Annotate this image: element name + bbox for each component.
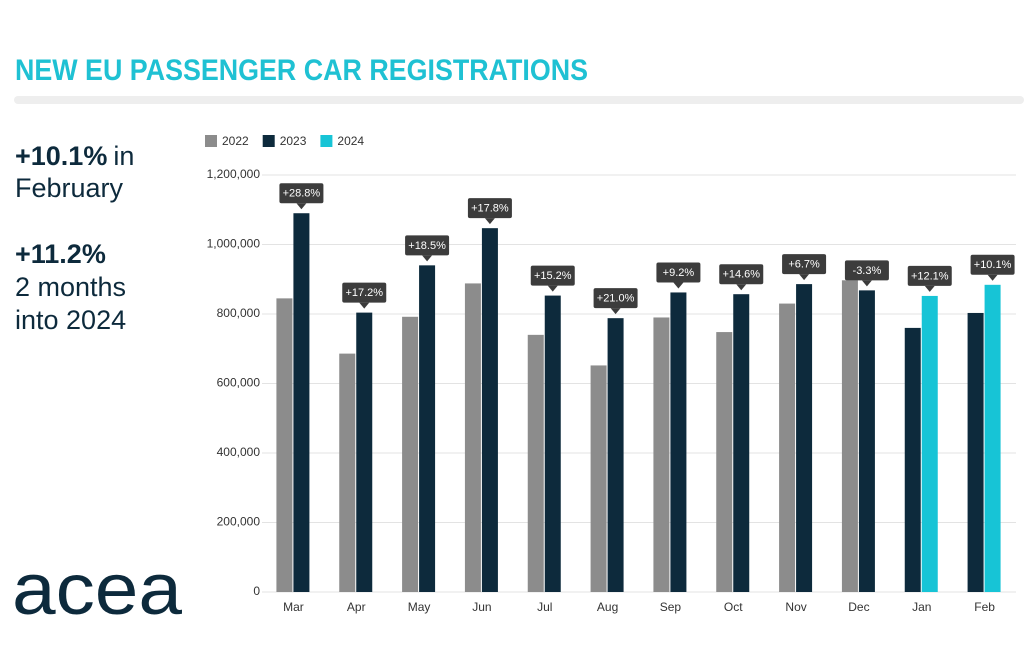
y-tick-label: 400,000 xyxy=(217,445,261,459)
annotation: +17.8% xyxy=(471,203,509,215)
x-tick-label: Nov xyxy=(785,600,806,614)
y-tick-label: 800,000 xyxy=(217,306,261,320)
annotation-pointer xyxy=(924,285,935,292)
annotation-pointer xyxy=(484,218,495,225)
bar xyxy=(293,213,310,592)
legend-label: 2023 xyxy=(280,134,307,148)
annotation: -3.3% xyxy=(853,265,882,277)
bar xyxy=(544,295,561,592)
bar xyxy=(339,353,356,592)
annotation-box xyxy=(279,183,324,204)
bar xyxy=(779,303,796,592)
highlight-text: into 2024 xyxy=(15,305,126,335)
bar xyxy=(481,228,498,593)
annotation-pointer xyxy=(736,284,747,291)
bar xyxy=(527,334,544,592)
x-tick-label: Apr xyxy=(347,600,366,614)
y-tick-label: 200,000 xyxy=(217,515,261,529)
x-tick-label: Jul xyxy=(537,600,552,614)
y-tick-label: 0 xyxy=(253,584,260,598)
x-tick-label: Dec xyxy=(848,600,869,614)
y-tick-label: 1,200,000 xyxy=(207,167,261,181)
bar xyxy=(419,265,436,592)
annotation-box xyxy=(719,264,764,285)
x-tick-label: Jun xyxy=(472,600,491,614)
legend-label: 2024 xyxy=(337,134,364,148)
bar xyxy=(590,365,607,592)
annotation-pointer xyxy=(610,308,621,315)
annotation: +6.7% xyxy=(788,259,820,271)
x-tick-label: Sep xyxy=(660,600,682,614)
bar xyxy=(356,312,373,592)
legend-swatch xyxy=(320,135,333,147)
annotation: +10.1% xyxy=(974,259,1012,271)
highlight-text: in xyxy=(113,141,134,171)
annotation: +14.6% xyxy=(722,269,760,281)
bar xyxy=(858,290,875,592)
annotation-pointer xyxy=(296,203,307,210)
annotation-pointer xyxy=(422,255,433,262)
bar xyxy=(904,327,921,592)
bar xyxy=(402,316,419,592)
x-tick-label: Jan xyxy=(912,600,931,614)
annotation-box xyxy=(970,254,1015,275)
highlight: +10.1% in xyxy=(15,141,134,171)
annotation: +17.2% xyxy=(345,287,383,299)
x-tick-label: Aug xyxy=(597,600,618,614)
bar xyxy=(921,295,938,592)
annotation: +9.2% xyxy=(663,267,695,279)
annotation-box xyxy=(467,198,512,219)
logo: acea xyxy=(12,550,183,630)
annotation-pointer xyxy=(799,274,810,281)
bar xyxy=(653,317,670,592)
page-title: NEW EU PASSENGER CAR REGISTRATIONS xyxy=(15,54,588,87)
x-tick-label: Feb xyxy=(974,600,995,614)
bar xyxy=(796,284,813,592)
annotation-box xyxy=(593,288,638,309)
annotation: +18.5% xyxy=(408,240,446,252)
annotation-box xyxy=(844,260,889,281)
annotation-box xyxy=(530,265,575,286)
annotation-box xyxy=(405,235,450,256)
annotation-pointer xyxy=(861,280,872,287)
bar xyxy=(276,298,293,592)
annotation: +15.2% xyxy=(534,270,572,282)
bar xyxy=(716,332,733,592)
bar xyxy=(967,312,984,592)
y-tick-label: 1,000,000 xyxy=(207,237,261,251)
legend-label: 2022 xyxy=(222,134,249,148)
legend-swatch xyxy=(262,135,275,147)
annotation-pointer xyxy=(673,282,684,289)
bar xyxy=(607,318,624,592)
highlight-text: February xyxy=(15,173,124,203)
bar xyxy=(841,280,858,592)
annotation-box xyxy=(342,282,387,303)
annotation: +21.0% xyxy=(597,293,635,305)
annotation-pointer xyxy=(987,274,998,281)
highlight-value: +10.1% xyxy=(15,141,107,171)
annotation-box xyxy=(782,254,827,275)
x-tick-label: May xyxy=(408,600,431,614)
highlight-text: 2 months xyxy=(15,272,126,302)
header-bar xyxy=(14,96,1024,104)
annotation: +12.1% xyxy=(911,270,949,282)
annotation-pointer xyxy=(359,302,370,309)
bar xyxy=(984,284,1001,592)
annotation-box xyxy=(907,265,952,286)
y-tick-label: 600,000 xyxy=(217,376,261,390)
bar xyxy=(464,283,481,592)
annotation-box xyxy=(656,262,701,283)
legend-swatch xyxy=(205,135,217,147)
x-tick-label: Mar xyxy=(283,600,304,614)
bar xyxy=(733,294,750,592)
annotation: +28.8% xyxy=(283,188,321,200)
x-tick-label: Oct xyxy=(724,600,743,614)
highlight-value: +11.2% xyxy=(15,239,106,269)
bar xyxy=(670,292,687,592)
annotation-pointer xyxy=(547,285,558,292)
